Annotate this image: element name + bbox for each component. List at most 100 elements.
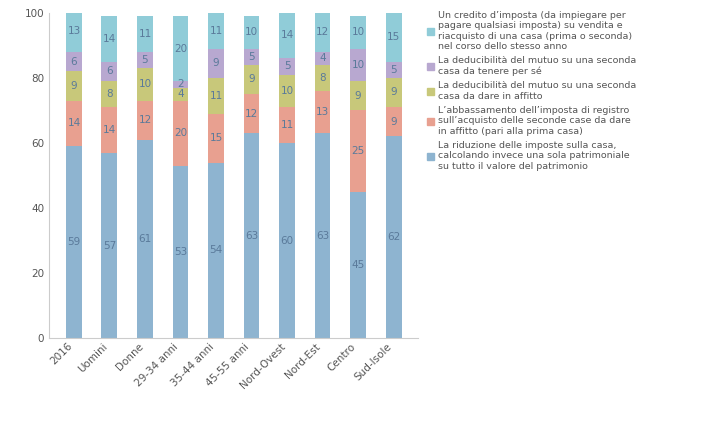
Bar (279, 107, 295, 143)
Bar (385, 13, 401, 61)
Text: 10: 10 (138, 80, 152, 89)
Bar (314, 65, 330, 91)
Text: 12: 12 (245, 109, 258, 119)
Bar (172, 81, 188, 88)
Bar (137, 68, 153, 101)
Bar (243, 49, 259, 65)
Bar (66, 101, 82, 146)
Text: 10: 10 (352, 60, 365, 70)
Bar (279, 58, 295, 74)
Bar (101, 153, 117, 338)
Text: 13: 13 (67, 26, 81, 36)
Bar (208, 114, 224, 162)
Text: 9: 9 (390, 88, 396, 97)
Text: 8: 8 (319, 73, 325, 83)
Text: 10: 10 (280, 86, 294, 96)
Text: 20: 20 (174, 128, 187, 138)
Bar (279, 74, 295, 107)
Text: 9: 9 (213, 58, 219, 68)
Text: 2: 2 (177, 80, 183, 89)
Bar (101, 16, 117, 61)
Bar (208, 78, 224, 114)
Bar (350, 16, 366, 49)
Bar (172, 16, 188, 81)
Text: 10: 10 (352, 27, 365, 37)
Text: 61: 61 (138, 234, 152, 244)
Bar (172, 101, 188, 166)
Text: 11: 11 (280, 120, 294, 130)
Text: 6: 6 (106, 66, 112, 76)
Bar (385, 62, 401, 78)
Bar (137, 52, 153, 68)
Text: 12: 12 (316, 27, 329, 37)
Bar (208, 49, 224, 78)
Text: 15: 15 (387, 32, 400, 42)
Text: 9: 9 (390, 117, 396, 127)
Text: 14: 14 (67, 118, 81, 129)
Bar (314, 91, 330, 133)
Text: 53: 53 (174, 247, 187, 257)
Text: 9: 9 (355, 91, 361, 101)
Text: 4: 4 (177, 89, 183, 99)
Bar (350, 81, 366, 110)
Bar (279, 13, 295, 58)
Text: 6: 6 (71, 57, 77, 66)
Text: 14: 14 (103, 125, 116, 135)
Text: 10: 10 (245, 27, 258, 37)
Bar (66, 146, 82, 338)
Bar (101, 81, 117, 107)
Bar (172, 88, 188, 101)
Bar (314, 52, 330, 65)
Text: 5: 5 (390, 65, 396, 75)
Text: 11: 11 (209, 91, 223, 101)
Text: 60: 60 (280, 236, 294, 246)
Text: 8: 8 (106, 89, 112, 99)
Legend: Un credito d’imposta (da impiegare per
pagare qualsiasi imposta) su vendita e
ri: Un credito d’imposta (da impiegare per p… (427, 11, 636, 171)
Text: 62: 62 (387, 232, 400, 242)
Text: 59: 59 (67, 237, 81, 247)
Text: 54: 54 (209, 245, 223, 255)
Text: 11: 11 (209, 26, 223, 36)
Text: 12: 12 (138, 115, 152, 125)
Bar (66, 52, 82, 71)
Bar (66, 9, 82, 52)
Bar (66, 71, 82, 101)
Text: 5: 5 (142, 55, 148, 65)
Text: 14: 14 (280, 30, 294, 41)
Bar (137, 16, 153, 52)
Bar (279, 143, 295, 338)
Bar (137, 140, 153, 338)
Bar (137, 101, 153, 140)
Text: 9: 9 (71, 81, 77, 91)
Bar (314, 13, 330, 52)
Text: 25: 25 (352, 146, 365, 156)
Bar (243, 94, 259, 133)
Text: 14: 14 (103, 34, 116, 44)
Bar (350, 49, 366, 81)
Bar (350, 192, 366, 338)
Text: 20: 20 (174, 44, 187, 54)
Text: 4: 4 (319, 53, 325, 63)
Bar (101, 62, 117, 81)
Bar (243, 16, 259, 49)
Bar (385, 78, 401, 107)
Text: 45: 45 (352, 260, 365, 270)
Text: 63: 63 (316, 231, 329, 241)
Text: 11: 11 (138, 29, 152, 39)
Bar (350, 110, 366, 192)
Bar (243, 133, 259, 338)
Bar (101, 107, 117, 153)
Text: 15: 15 (209, 133, 223, 143)
Text: 5: 5 (248, 52, 254, 62)
Text: 9: 9 (248, 74, 254, 85)
Bar (243, 65, 259, 94)
Text: 63: 63 (245, 231, 258, 241)
Bar (208, 13, 224, 49)
Bar (314, 133, 330, 338)
Text: 5: 5 (284, 61, 290, 71)
Text: 57: 57 (103, 241, 116, 250)
Bar (385, 137, 401, 338)
Bar (172, 166, 188, 338)
Bar (208, 162, 224, 338)
Bar (385, 107, 401, 137)
